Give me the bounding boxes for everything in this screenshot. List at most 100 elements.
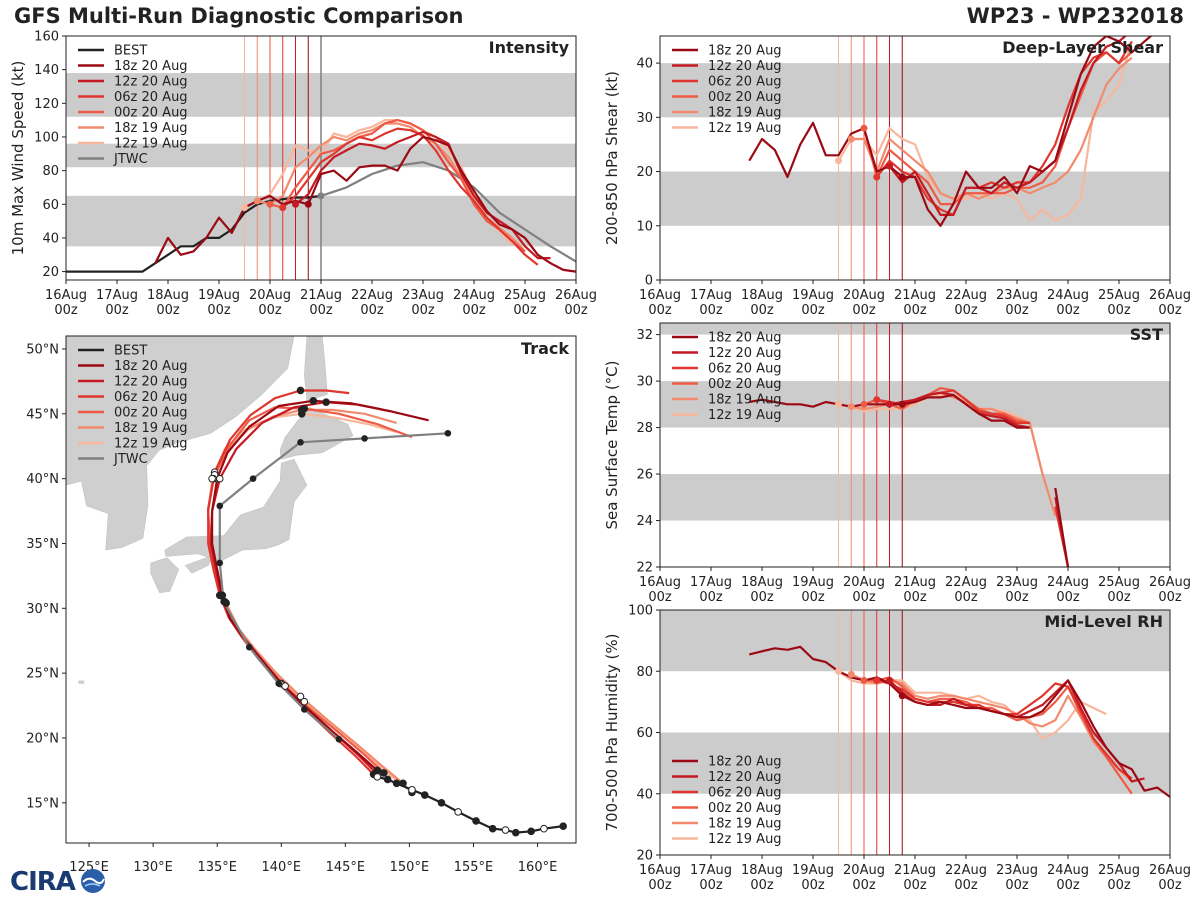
track-ytick-label: 20°N bbox=[26, 731, 59, 746]
rh-xtick-hour: 00z bbox=[954, 878, 978, 893]
sst-ytick-label: 24 bbox=[636, 514, 653, 529]
shear-xtick-date: 16Aug bbox=[639, 288, 681, 303]
track-legend-label: 00z 20 Aug bbox=[114, 406, 188, 421]
shear-legend-label: 00z 20 Aug bbox=[708, 90, 782, 105]
track-jtwc-marker bbox=[297, 439, 304, 446]
shear-xtick-date: 23Aug bbox=[996, 288, 1038, 303]
rh-ytick-label: 60 bbox=[636, 726, 653, 741]
track-best-marker bbox=[437, 799, 446, 807]
intensity-xtick-hour: 00z bbox=[564, 303, 588, 318]
sst-band bbox=[660, 474, 1170, 521]
intensity-ytick-label: 40 bbox=[42, 231, 59, 246]
rh-legend-label: 12z 20 Aug bbox=[708, 770, 782, 785]
sst-xtick-hour: 00z bbox=[954, 590, 978, 605]
rh-legend-label: 18z 20 Aug bbox=[708, 755, 782, 770]
track-jtwc-marker bbox=[275, 680, 283, 687]
intensity-xtick-date: 18Aug bbox=[147, 288, 189, 303]
track-frame bbox=[65, 335, 577, 844]
sst-xtick-date: 19Aug bbox=[792, 575, 834, 590]
shear-legend-label: 12z 19 Aug bbox=[708, 121, 782, 136]
sst-panel: 22242628303216Aug00z17Aug00z18Aug00z19Au… bbox=[603, 322, 1191, 605]
rh-xtick-hour: 00z bbox=[1005, 878, 1029, 893]
track-best-marker bbox=[540, 824, 548, 833]
shear-init-marker bbox=[886, 162, 893, 170]
shear-ylabel: 200-850 hPa Shear (kt) bbox=[603, 71, 621, 245]
track-series-marker bbox=[281, 682, 289, 690]
sst-xtick-hour: 00z bbox=[750, 590, 774, 605]
rh-band bbox=[660, 732, 1170, 794]
track-best-marker bbox=[511, 828, 520, 837]
track-jtwc-marker bbox=[301, 706, 308, 713]
intensity-panel: 2040608010012014016016Aug00z17Aug00z18Au… bbox=[9, 30, 597, 319]
intensity-init-marker bbox=[266, 200, 274, 208]
track-best-marker bbox=[472, 817, 480, 825]
shear-xtick-hour: 00z bbox=[648, 303, 672, 318]
track-jtwc-marker bbox=[216, 559, 224, 567]
rh-xtick-date: 22Aug bbox=[945, 863, 987, 878]
track-xtick-label: 145°E bbox=[326, 860, 366, 875]
kyushu-land bbox=[150, 557, 180, 593]
sst-title: SST bbox=[1130, 325, 1163, 344]
sst-legend-label: 18z 19 Aug bbox=[708, 393, 782, 408]
intensity-jtwc-marker bbox=[317, 192, 325, 200]
intensity-series-line bbox=[282, 127, 539, 266]
rh-xtick-hour: 00z bbox=[903, 878, 927, 893]
track-title: Track bbox=[521, 339, 569, 358]
logo-text: CIRA bbox=[10, 867, 76, 897]
rh-title: Mid-Level RH bbox=[1044, 612, 1163, 631]
intensity-ytick-label: 20 bbox=[42, 265, 59, 280]
sst-xtick-date: 26Aug bbox=[1149, 575, 1191, 590]
intensity-legend-label: 18z 19 Aug bbox=[114, 121, 188, 136]
shear-xtick-hour: 00z bbox=[1005, 303, 1029, 318]
intensity-xtick-hour: 00z bbox=[258, 303, 282, 318]
track-best-marker bbox=[501, 826, 510, 834]
rh-legend-label: 00z 20 Aug bbox=[708, 801, 782, 816]
shear-ytick-label: 10 bbox=[636, 219, 653, 234]
intensity-xtick-date: 17Aug bbox=[96, 288, 138, 303]
intensity-legend-label: 00z 20 Aug bbox=[114, 106, 188, 121]
shear-series-line bbox=[748, 36, 1153, 227]
rh-init-marker bbox=[898, 692, 906, 700]
track-best-marker bbox=[488, 824, 497, 833]
rh-legend-label: 06z 20 Aug bbox=[708, 786, 782, 801]
rh-xtick-date: 25Aug bbox=[1098, 863, 1140, 878]
sst-ylabel: Sea Surface Temp (°C) bbox=[603, 360, 621, 529]
intensity-ytick-label: 140 bbox=[34, 63, 59, 78]
rh-init-marker bbox=[860, 676, 868, 684]
shear-legend-label: 18z 19 Aug bbox=[708, 106, 782, 121]
sst-legend-label: 18z 20 Aug bbox=[708, 331, 782, 346]
track-jtwc-marker bbox=[220, 598, 227, 606]
track-series-marker bbox=[322, 398, 330, 406]
rh-xtick-date: 23Aug bbox=[996, 863, 1038, 878]
track-series-marker bbox=[309, 397, 318, 405]
hokkaido-land bbox=[279, 406, 354, 460]
sst-init-marker bbox=[860, 400, 868, 408]
intensity-init-marker bbox=[279, 204, 287, 212]
shear-plot-area bbox=[748, 36, 1153, 227]
track-ytick-label: 50°N bbox=[26, 342, 59, 357]
sst-init-marker bbox=[847, 403, 855, 411]
rh-ytick-label: 100 bbox=[628, 604, 653, 619]
track-panel: 125°E 130°E 135°E 140°E 145°E 150°E 155°E 160°E… bbox=[26, 335, 577, 875]
shear-xtick-date: 17Aug bbox=[690, 288, 732, 303]
intensity-legend-label: BEST bbox=[114, 44, 147, 59]
rh-init-marker bbox=[835, 667, 842, 675]
shear-band bbox=[660, 63, 1170, 118]
intensity-xtick-date: 23Aug bbox=[402, 288, 444, 303]
track-series-marker bbox=[217, 591, 225, 600]
sst-plot-area bbox=[749, 388, 1070, 567]
intensity-ytick-label: 160 bbox=[34, 30, 59, 45]
track-legend-label: BEST bbox=[114, 344, 147, 359]
track-series-marker bbox=[300, 697, 309, 706]
sst-xtick-date: 17Aug bbox=[690, 575, 732, 590]
rh-band bbox=[660, 610, 1170, 672]
track-best-marker bbox=[527, 827, 535, 836]
rh-plot-area bbox=[749, 645, 1170, 798]
intensity-xtick-date: 20Aug bbox=[249, 288, 291, 303]
intensity-ytick-label: 100 bbox=[34, 130, 59, 145]
shear-init-marker bbox=[873, 173, 881, 181]
intensity-xtick-date: 19Aug bbox=[198, 288, 240, 303]
